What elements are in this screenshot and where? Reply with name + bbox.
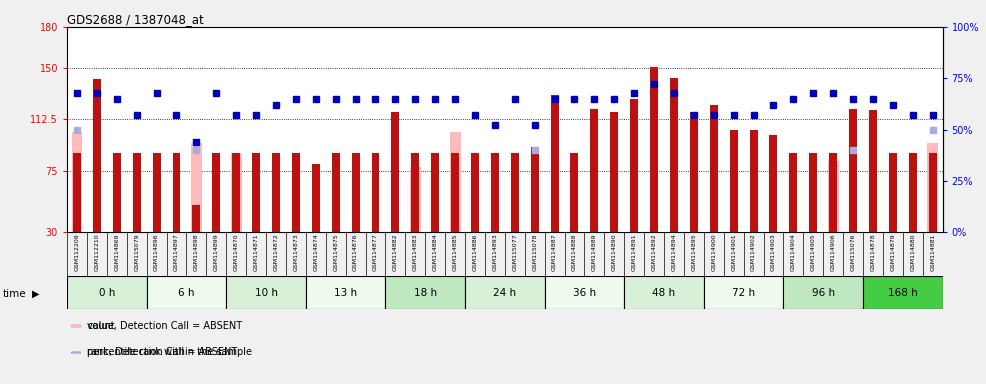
Text: 0 h: 0 h xyxy=(99,288,115,298)
Bar xyxy=(411,153,419,232)
Bar xyxy=(491,153,499,232)
Bar xyxy=(352,153,360,232)
Bar xyxy=(147,276,226,309)
Bar xyxy=(71,352,80,353)
Bar xyxy=(471,153,479,232)
Bar xyxy=(450,132,460,232)
Bar xyxy=(927,143,938,232)
Bar xyxy=(810,153,817,232)
Text: rank, Detection Call = ABSENT: rank, Detection Call = ABSENT xyxy=(87,347,238,357)
Text: 72 h: 72 h xyxy=(732,288,755,298)
Bar xyxy=(73,153,81,232)
Bar xyxy=(827,161,839,232)
Bar xyxy=(306,276,386,309)
Text: count: count xyxy=(87,321,114,331)
Text: 24 h: 24 h xyxy=(493,288,517,298)
Text: value, Detection Call = ABSENT: value, Detection Call = ABSENT xyxy=(87,321,243,331)
Bar xyxy=(591,109,599,232)
Text: 18 h: 18 h xyxy=(414,288,437,298)
Bar xyxy=(410,167,421,232)
Bar xyxy=(730,129,738,232)
Bar xyxy=(670,78,678,232)
Bar xyxy=(72,132,83,232)
Bar xyxy=(909,153,917,232)
Bar xyxy=(769,135,777,232)
Bar xyxy=(331,153,339,232)
Bar xyxy=(790,153,798,232)
Bar xyxy=(153,153,161,232)
Bar xyxy=(929,153,937,232)
Bar xyxy=(112,153,120,232)
Bar xyxy=(544,276,624,309)
Bar xyxy=(571,153,579,232)
Text: 168 h: 168 h xyxy=(888,288,918,298)
Bar xyxy=(849,109,857,232)
Bar xyxy=(71,325,80,326)
Bar xyxy=(191,143,202,232)
Bar xyxy=(869,111,877,232)
Text: 36 h: 36 h xyxy=(573,288,596,298)
Bar xyxy=(233,153,241,232)
Bar xyxy=(133,153,141,232)
Bar xyxy=(292,153,300,232)
Bar xyxy=(372,153,380,232)
Bar xyxy=(67,276,147,309)
Bar xyxy=(212,153,220,232)
Bar xyxy=(386,276,465,309)
Bar xyxy=(71,352,80,353)
Bar xyxy=(391,112,399,232)
Bar xyxy=(863,276,943,309)
Bar xyxy=(704,276,784,309)
Text: 48 h: 48 h xyxy=(653,288,675,298)
Bar xyxy=(550,95,558,232)
Bar xyxy=(650,66,658,232)
Bar xyxy=(93,79,101,232)
Text: GDS2688 / 1387048_at: GDS2688 / 1387048_at xyxy=(67,13,204,26)
Bar xyxy=(452,153,459,232)
Bar xyxy=(749,129,757,232)
Text: ▶: ▶ xyxy=(32,289,39,299)
Text: time: time xyxy=(3,289,27,299)
Bar xyxy=(173,153,180,232)
Bar xyxy=(511,153,519,232)
Text: 10 h: 10 h xyxy=(254,288,277,298)
Bar xyxy=(784,276,863,309)
Bar xyxy=(829,153,837,232)
Bar xyxy=(272,153,280,232)
Text: 6 h: 6 h xyxy=(178,288,194,298)
Bar xyxy=(889,153,897,232)
Text: 96 h: 96 h xyxy=(811,288,835,298)
Bar xyxy=(530,147,538,232)
Bar xyxy=(610,112,618,232)
Bar xyxy=(710,105,718,232)
Bar xyxy=(71,325,80,326)
Bar xyxy=(690,112,698,232)
Bar xyxy=(431,153,439,232)
Bar xyxy=(624,276,704,309)
Bar xyxy=(226,276,306,309)
Text: 13 h: 13 h xyxy=(334,288,357,298)
Bar xyxy=(630,99,638,232)
Bar xyxy=(252,153,260,232)
Bar xyxy=(231,153,242,232)
Bar xyxy=(465,276,544,309)
Text: percentile rank within the sample: percentile rank within the sample xyxy=(87,347,252,357)
Bar xyxy=(192,205,200,232)
Bar xyxy=(312,164,319,232)
